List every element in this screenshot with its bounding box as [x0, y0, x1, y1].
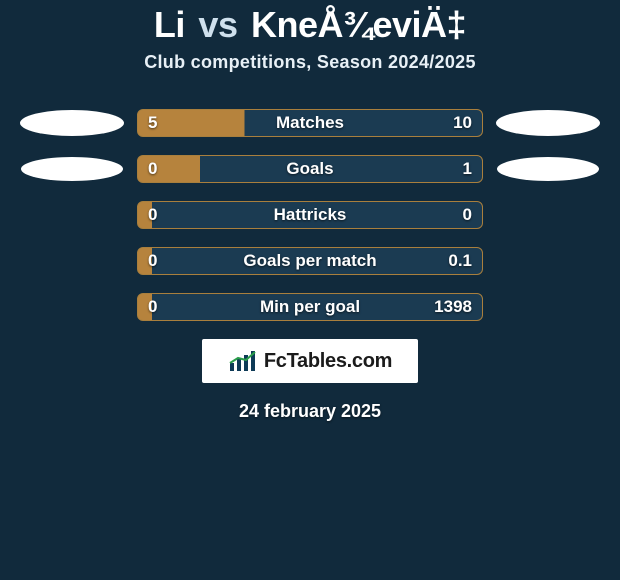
stat-bar: 5 Matches 10 [137, 109, 483, 137]
stat-value-left: 0 [148, 205, 157, 225]
club-slot-left [7, 110, 137, 136]
club-oval-right [496, 110, 600, 136]
club-oval-left [21, 157, 123, 181]
stat-value-right: 0 [463, 205, 472, 225]
stat-value-right: 0.1 [448, 251, 472, 271]
club-slot-right [483, 110, 613, 136]
club-slot-left [7, 157, 137, 181]
club-slot-right [483, 157, 613, 181]
title-player2: KneÅ¾eviÄ‡ [251, 4, 466, 45]
stat-row: 5 Matches 10 [0, 109, 620, 137]
site-badge: FcTables.com [202, 339, 418, 383]
site-logo-icon [228, 349, 258, 373]
stat-bar: 0 Hattricks 0 [137, 201, 483, 229]
site-badge-text: FcTables.com [264, 350, 392, 373]
stat-value-left: 0 [148, 251, 157, 271]
stat-label: Matches [276, 113, 344, 133]
title-player1: Li [154, 4, 185, 45]
subtitle: Club competitions, Season 2024/2025 [0, 52, 620, 73]
stat-bar: 0 Goals per match 0.1 [137, 247, 483, 275]
stat-row: 0 Goals 1 [0, 155, 620, 183]
stat-value-right: 1398 [434, 297, 472, 317]
stat-value-right: 1 [463, 159, 472, 179]
stat-value-left: 0 [148, 297, 157, 317]
stat-label: Goals [286, 159, 333, 179]
stat-value-left: 0 [148, 159, 157, 179]
stat-row: 0 Goals per match 0.1 [0, 247, 620, 275]
club-oval-right [497, 157, 599, 181]
stat-value-right: 10 [453, 113, 472, 133]
stat-row: 0 Hattricks 0 [0, 201, 620, 229]
stat-label: Hattricks [274, 205, 347, 225]
title-vs: vs [198, 4, 237, 45]
stat-label: Goals per match [243, 251, 376, 271]
page-title: Li vs KneÅ¾eviÄ‡ [0, 4, 620, 46]
date-text: 24 february 2025 [0, 401, 620, 422]
stat-row: 0 Min per goal 1398 [0, 293, 620, 321]
stat-bar: 0 Goals 1 [137, 155, 483, 183]
stat-bar: 0 Min per goal 1398 [137, 293, 483, 321]
club-oval-left [20, 110, 124, 136]
stat-label: Min per goal [260, 297, 360, 317]
stats-container: 5 Matches 10 0 Goals 1 0 Hattricks 0 [0, 109, 620, 321]
stat-value-left: 5 [148, 113, 157, 133]
